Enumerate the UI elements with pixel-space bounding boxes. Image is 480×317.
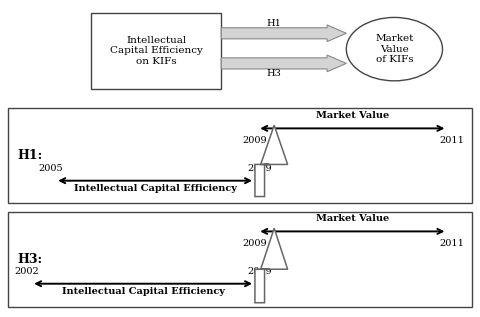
Text: H1:: H1: — [18, 149, 43, 162]
FancyBboxPatch shape — [8, 108, 471, 203]
Text: 2009: 2009 — [247, 164, 272, 173]
Text: Intellectual
Capital Efficiency
on KIFs: Intellectual Capital Efficiency on KIFs — [109, 36, 203, 66]
Polygon shape — [254, 228, 287, 303]
Text: 2011: 2011 — [439, 136, 464, 145]
FancyBboxPatch shape — [91, 13, 221, 89]
Text: 2009: 2009 — [242, 136, 267, 145]
Text: Market Value: Market Value — [315, 112, 388, 120]
Text: Intellectual Capital Efficiency: Intellectual Capital Efficiency — [73, 184, 236, 193]
Circle shape — [346, 17, 442, 81]
Text: Market Value: Market Value — [315, 215, 388, 223]
FancyArrow shape — [221, 25, 346, 42]
Polygon shape — [254, 125, 287, 197]
Text: H3: H3 — [266, 69, 281, 78]
Text: Intellectual Capital Efficiency: Intellectual Capital Efficiency — [61, 287, 224, 296]
FancyArrow shape — [221, 55, 346, 72]
Text: 2009: 2009 — [242, 239, 267, 248]
Text: 2005: 2005 — [38, 164, 63, 173]
Text: H3:: H3: — [18, 253, 43, 267]
Text: 2009: 2009 — [247, 267, 272, 276]
Text: 2002: 2002 — [14, 267, 39, 276]
Text: Market
Value
of KIFs: Market Value of KIFs — [374, 34, 413, 64]
Text: 2011: 2011 — [439, 239, 464, 248]
Text: H1: H1 — [266, 19, 281, 28]
FancyBboxPatch shape — [8, 212, 471, 307]
